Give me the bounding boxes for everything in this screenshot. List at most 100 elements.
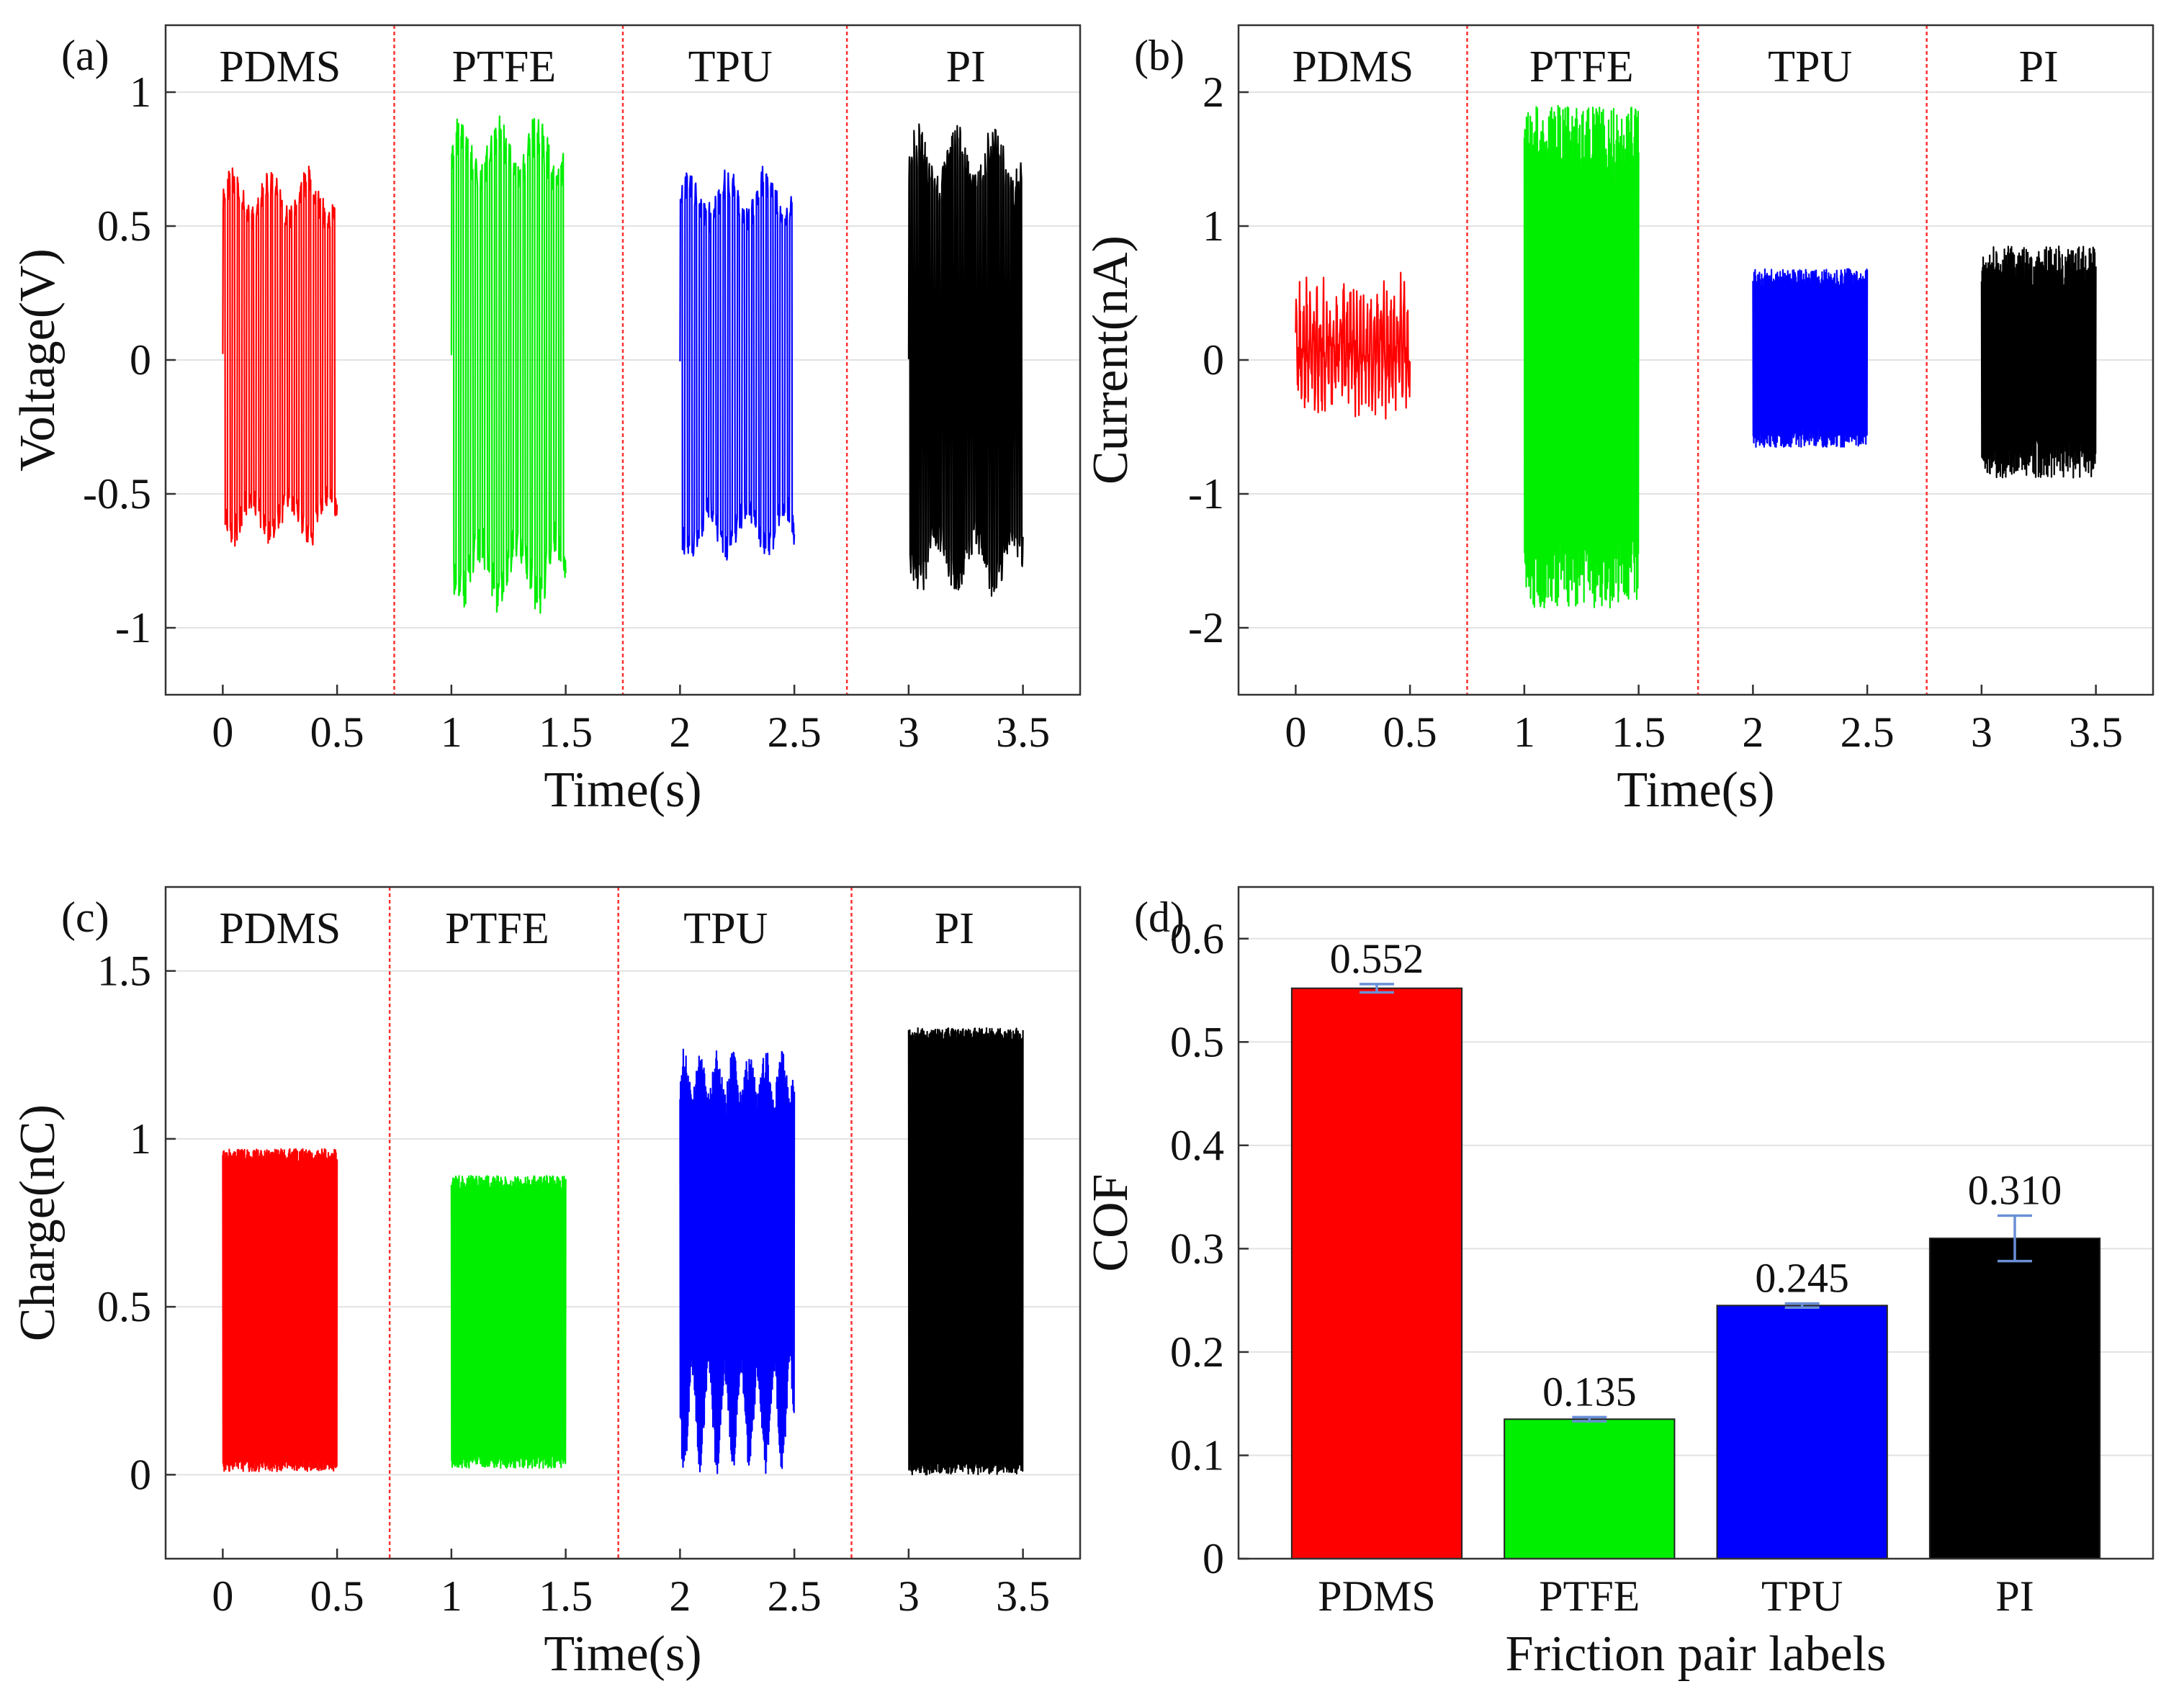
- x-tick-label-b-2: 1: [1514, 708, 1535, 756]
- x-tick-label-b-5: 2.5: [1841, 708, 1895, 756]
- y-tick-label-d-1: 0.1: [1170, 1431, 1224, 1479]
- x-tick-label-a-7: 3.5: [996, 708, 1050, 756]
- x-tick-label-b-1: 0.5: [1383, 708, 1437, 756]
- y-tick-label-c-1: 0.5: [97, 1283, 151, 1330]
- bar-tpu: [1716, 1305, 1888, 1560]
- panel-label-d: (d): [1134, 893, 1185, 941]
- bar-pi: [1928, 1238, 2101, 1559]
- y-tick-label-b-0: -2: [1188, 604, 1224, 652]
- group-label-c-tpu: TPU: [683, 904, 768, 953]
- panel-label-c: (c): [61, 893, 109, 941]
- y-tick-label-c-0: 0: [130, 1451, 151, 1498]
- x-tick-label-c-1: 0.5: [310, 1572, 364, 1620]
- x-tick-label-c-7: 3.5: [996, 1572, 1050, 1620]
- y-axis-title-a: Voltage(V): [10, 248, 66, 472]
- group-label-a-pi: PI: [946, 42, 986, 91]
- data-label-tpu: 0.245: [1755, 1254, 1849, 1301]
- y-tick-label-b-2: 0: [1203, 336, 1224, 384]
- y-tick-label-d-4: 0.4: [1170, 1122, 1224, 1169]
- x-tick-label-b-7: 3.5: [2069, 708, 2123, 756]
- series-line-c-pdms: [222, 1148, 338, 1472]
- panel-b-current-chart: 0 0.5 1 1.5 2 2.5 3 3.5 -2 -1 0 1 2 PDMS PTFE TPU PI (b) T…: [1083, 24, 2154, 818]
- group-label-b-pdms: PDMS: [1292, 42, 1414, 91]
- x-tick-label-a-6: 3: [898, 708, 920, 756]
- data-label-ptfe: 0.135: [1542, 1368, 1637, 1415]
- x-tick-label-a-5: 2.5: [768, 708, 822, 756]
- series-line-a-pi: [907, 123, 1024, 597]
- y-tick-label-d-3: 0.3: [1170, 1225, 1224, 1272]
- y-tick-label-b-1: -1: [1188, 470, 1224, 518]
- y-tick-label-a-4: 1: [130, 68, 151, 116]
- y-tick-label-c-3: 1.5: [97, 947, 151, 995]
- series-line-c-tpu: [679, 1048, 796, 1474]
- panel-label-b: (b): [1134, 32, 1185, 79]
- x-tick-label-b-4: 2: [1742, 708, 1763, 756]
- x-tick-label-c-3: 1.5: [539, 1572, 593, 1620]
- x-tick-label-a-1: 0.5: [310, 708, 364, 756]
- x-axis-title-b: Time(s): [1617, 762, 1774, 818]
- x-tick-label-c-2: 1: [441, 1572, 462, 1620]
- y-tick-label-c-2: 1: [130, 1115, 151, 1163]
- bar-pdms: [1290, 987, 1463, 1560]
- y-axis-title-b: Current(nA): [1083, 235, 1138, 485]
- x-tick-label-b-3: 1.5: [1612, 708, 1666, 756]
- bar-ptfe: [1504, 1418, 1676, 1559]
- data-label-pdms: 0.552: [1330, 935, 1424, 982]
- x-tick-label-b-0: 0: [1285, 708, 1306, 756]
- series-line-b-pi: [1980, 246, 2097, 479]
- y-tick-label-b-4: 2: [1203, 68, 1224, 116]
- series-line-c-ptfe: [450, 1175, 567, 1469]
- y-tick-label-a-1: -0.5: [83, 470, 151, 518]
- group-label-a-tpu: TPU: [688, 42, 773, 91]
- series-line-a-ptfe: [450, 115, 567, 614]
- y-tick-label-d-0: 0: [1203, 1535, 1224, 1582]
- x-tick-label-c-4: 2: [669, 1572, 691, 1620]
- x-tick-label-a-3: 1.5: [539, 708, 593, 756]
- x-axis-title-d: Friction pair labels: [1506, 1626, 1887, 1682]
- y-tick-label-d-6: 0.6: [1170, 915, 1224, 963]
- panel-d-cof-bar-chart: 0.552 PDMS 0.135 PTFE 0.245 TPU 0.310 PI 0 0.1 0.2…: [1083, 886, 2154, 1682]
- series-line-b-ptfe: [1523, 104, 1640, 609]
- y-axis-title-c: Charge(nC): [10, 1104, 66, 1341]
- series-line-b-pdms: [1295, 271, 1411, 420]
- x-tick-label-ptfe: PTFE: [1539, 1572, 1640, 1620]
- x-tick-label-pdms: PDMS: [1318, 1572, 1435, 1620]
- group-label-c-pi: PI: [935, 904, 974, 953]
- y-tick-label-d-2: 0.2: [1170, 1328, 1224, 1376]
- data-label-pi: 0.310: [1968, 1166, 2062, 1213]
- y-tick-label-a-2: 0: [130, 336, 151, 384]
- series-line-a-tpu: [679, 166, 796, 561]
- group-label-c-pdms: PDMS: [219, 904, 341, 953]
- x-tick-label-b-6: 3: [1971, 708, 1992, 756]
- series-line-c-pi: [907, 1027, 1024, 1476]
- x-tick-label-a-2: 1: [441, 708, 462, 756]
- x-tick-label-a-4: 2: [669, 708, 691, 756]
- panel-label-a: (a): [61, 32, 109, 79]
- y-tick-label-d-5: 0.5: [1170, 1018, 1224, 1066]
- group-label-b-pi: PI: [2019, 42, 2059, 91]
- y-tick-label-b-3: 1: [1203, 202, 1224, 250]
- panel-a-voltage-chart: 0 0.5 1 1.5 2 2.5 3 3.5 -1 -0.5 0 0.5 1 PDMS PTFE TPU PI…: [10, 24, 1082, 818]
- group-label-a-ptfe: PTFE: [452, 42, 557, 91]
- group-label-b-tpu: TPU: [1768, 42, 1852, 91]
- series-line-a-pdms: [222, 166, 338, 547]
- series-line-b-tpu: [1752, 268, 1869, 449]
- x-axis-title-c: Time(s): [544, 1626, 701, 1682]
- x-tick-label-pi: PI: [1995, 1572, 2034, 1620]
- group-label-a-pdms: PDMS: [219, 42, 341, 91]
- y-tick-label-a-0: -1: [115, 604, 151, 652]
- x-axis-title-a: Time(s): [544, 762, 701, 818]
- plot-frame-c: [164, 886, 1082, 1560]
- plot-frame-d: [1237, 886, 2154, 1560]
- x-tick-label-c-0: 0: [212, 1572, 233, 1620]
- x-tick-label-tpu: TPU: [1761, 1572, 1843, 1620]
- x-tick-label-a-0: 0: [212, 708, 233, 756]
- group-label-c-ptfe: PTFE: [445, 904, 549, 953]
- y-tick-label-a-3: 0.5: [97, 202, 151, 250]
- x-tick-label-c-5: 2.5: [768, 1572, 822, 1620]
- panel-c-charge-chart: 0 0.5 1 1.5 2 2.5 3 3.5 0 0.5 1 1.5 PDMS PTFE TPU PI (c)…: [10, 886, 1082, 1682]
- group-label-b-ptfe: PTFE: [1529, 42, 1634, 91]
- x-tick-label-c-6: 3: [898, 1572, 920, 1620]
- y-axis-title-d: COF: [1083, 1174, 1138, 1271]
